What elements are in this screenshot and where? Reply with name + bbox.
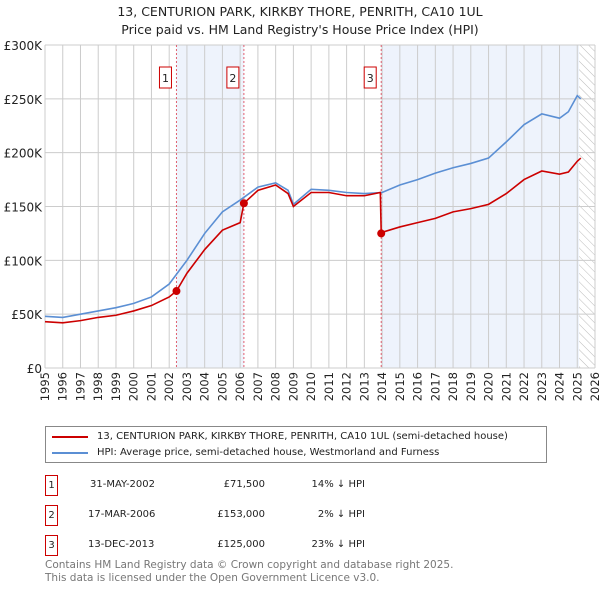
sale-number: 3 bbox=[45, 535, 58, 556]
y-tick-label: £100K bbox=[4, 254, 44, 268]
sale-hpi: 2% ↓ HPI bbox=[317, 509, 365, 520]
y-tick-label: £300K bbox=[4, 39, 44, 53]
x-tick-label: 2018 bbox=[446, 372, 460, 401]
sale-marker-box bbox=[226, 66, 240, 89]
x-tick-label: 2013 bbox=[357, 372, 371, 401]
x-tick-label: 2004 bbox=[198, 372, 212, 401]
legend-property: 13, CENTURION PARK, KIRKBY THORE, PENRIT… bbox=[97, 431, 508, 442]
sale-point bbox=[377, 229, 386, 238]
x-tick-label: 2009 bbox=[286, 372, 300, 401]
series-line bbox=[44, 157, 582, 324]
sale-date: 17-MAR-2006 bbox=[88, 509, 156, 520]
sale-marker-box bbox=[363, 66, 377, 89]
x-tick-label: 2016 bbox=[411, 372, 425, 401]
x-tick-label: 2015 bbox=[393, 372, 407, 401]
x-tick-label: 2023 bbox=[535, 372, 549, 401]
x-tick-label: 2022 bbox=[517, 372, 531, 401]
sale-hpi: 23% ↓ HPI bbox=[311, 539, 365, 550]
x-tick-label: 2011 bbox=[322, 372, 336, 401]
x-tick-label: 2024 bbox=[553, 372, 567, 401]
x-tick-label: 2019 bbox=[464, 372, 478, 401]
x-tick-label: 2005 bbox=[215, 372, 229, 401]
sale-point bbox=[172, 287, 181, 296]
sale-price: £71,500 bbox=[223, 479, 265, 490]
sale-marker-label: 2 bbox=[229, 72, 236, 85]
x-tick-label: 1995 bbox=[38, 372, 52, 401]
sale-marker-label: 1 bbox=[162, 72, 169, 85]
x-tick-label: 2017 bbox=[428, 372, 442, 401]
series-line bbox=[44, 94, 582, 319]
x-tick-label: 2007 bbox=[251, 372, 265, 401]
x-tick-label: 1996 bbox=[56, 372, 70, 401]
sale-point bbox=[239, 199, 248, 208]
sale-row: 2 17-MAR-2006 £153,000 2% ↓ HPI bbox=[45, 505, 375, 526]
sale-price: £125,000 bbox=[217, 539, 265, 550]
y-tick-label: £200K bbox=[4, 147, 44, 161]
sale-row: 3 13-DEC-2013 £125,000 23% ↓ HPI bbox=[45, 535, 375, 556]
sale-date: 13-DEC-2013 bbox=[88, 539, 155, 550]
footer-line: Contains HM Land Registry data © Crown c… bbox=[45, 559, 454, 571]
footer-line: This data is licensed under the Open Gov… bbox=[45, 572, 380, 584]
x-tick-label: 2002 bbox=[162, 372, 176, 401]
y-tick-label: £150K bbox=[4, 201, 44, 215]
x-tick-label: 2012 bbox=[340, 372, 354, 401]
sale-row: 1 31-MAY-2002 £71,500 14% ↓ HPI bbox=[45, 475, 375, 496]
price-chart: 1995 1996 1997 1998 1999 2000 2001 2002 2003 2004… bbox=[4, 39, 600, 401]
sale-number: 2 bbox=[45, 505, 58, 526]
x-tick-label: 2000 bbox=[127, 372, 141, 401]
x-tick-label: 2008 bbox=[269, 372, 283, 401]
legend-blue-line bbox=[52, 451, 88, 454]
y-tick-label: £0 bbox=[27, 362, 42, 376]
x-tick-label: 2001 bbox=[144, 372, 158, 401]
chart-title: 13, CENTURION PARK, KIRKBY THORE, PENRIT… bbox=[117, 4, 483, 19]
x-tick-label: 2006 bbox=[233, 372, 247, 401]
legend: 13, CENTURION PARK, KIRKBY THORE, PENRIT… bbox=[45, 426, 547, 463]
x-tick-label: 2020 bbox=[482, 372, 496, 401]
x-tick-label: 2026 bbox=[588, 372, 600, 401]
sale-price: £153,000 bbox=[217, 509, 265, 520]
y-tick-label: £250K bbox=[4, 93, 44, 107]
sale-marker-label: 3 bbox=[367, 72, 374, 85]
legend-hpi: HPI: Average price, semi-detached house,… bbox=[97, 447, 440, 458]
sale-hpi: 14% ↓ HPI bbox=[311, 479, 365, 490]
sale-date: 31-MAY-2002 bbox=[90, 479, 156, 490]
legend-red-line bbox=[52, 435, 88, 438]
x-tick-label: 1999 bbox=[109, 372, 123, 401]
x-tick-label: 2025 bbox=[570, 372, 584, 401]
sale-number: 1 bbox=[45, 475, 58, 496]
sale-marker-box bbox=[158, 66, 172, 89]
x-tick-label: 1998 bbox=[91, 372, 105, 401]
x-tick-label: 2003 bbox=[180, 372, 194, 401]
x-tick-label: 2010 bbox=[304, 372, 318, 401]
x-tick-label: 2014 bbox=[375, 372, 389, 401]
x-tick-label: 1997 bbox=[73, 372, 87, 401]
y-tick-label: £50K bbox=[11, 308, 43, 322]
chart-subtitle: Price paid vs. HM Land Registry's House … bbox=[121, 22, 479, 37]
x-tick-label: 2021 bbox=[499, 372, 513, 401]
footer: Contains HM Land Registry data © Crown c… bbox=[45, 559, 453, 585]
